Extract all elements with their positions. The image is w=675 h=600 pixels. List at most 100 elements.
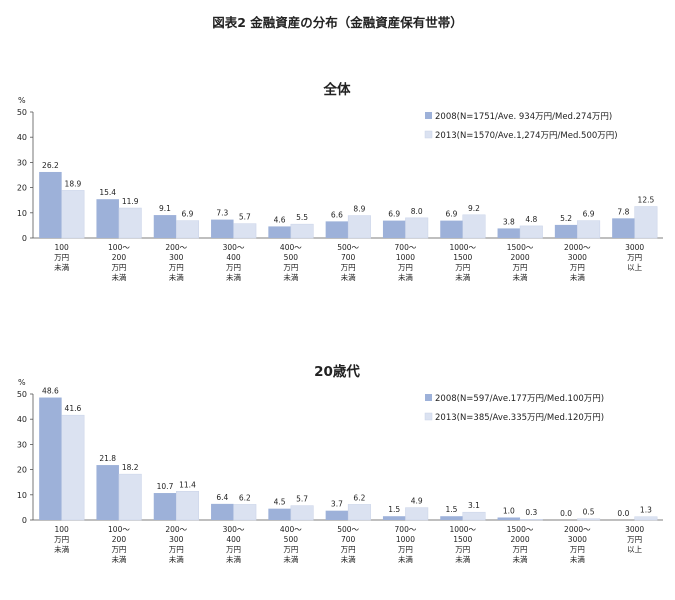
x-tick-label: 未満 [570,272,585,282]
x-tick-label: 未満 [169,554,184,564]
x-tick-label: 万円 [341,545,356,554]
data-label: 8.0 [411,207,423,216]
data-label: 0.0 [617,509,629,518]
bar-2013 [61,190,85,239]
x-tick-label: 3000 [568,535,587,544]
chart-title: 全体 [323,81,351,98]
x-tick-label: 1000 [396,535,415,544]
x-tick-label: 200～ [165,525,187,534]
figure-title: 図表2 金融資産の分布（金融資産保有世帯） [212,15,463,30]
y-tick-label: 40 [17,415,27,424]
bar-2008 [211,503,234,520]
x-tick-label: 万円 [570,545,585,554]
x-tick-label: 3000 [625,525,644,534]
bar-2013 [462,214,486,239]
legend-swatch-2013 [424,130,433,139]
bar-2013 [176,491,199,521]
bar-2013 [233,223,257,239]
x-tick-label: 500 [284,535,299,544]
data-label: 0.3 [525,508,537,517]
x-tick-label: 万円 [341,263,356,272]
data-label: 15.4 [99,188,116,197]
data-label: 18.2 [122,463,139,472]
bar-2008 [382,220,406,238]
bar-2013 [347,215,371,239]
data-label: 6.2 [353,493,365,502]
bar-2013 [61,414,85,521]
legend-label-2008: 2008(N=1751/Ave. 934万円/Med.274万円) [435,112,612,122]
y-tick-label: 10 [17,209,27,218]
bar-2013 [405,217,429,239]
bar-2013 [634,206,658,239]
data-label: 6.9 [388,210,400,219]
x-tick-label: 3000 [625,243,644,252]
bar-2008 [96,465,119,520]
y-tick-label: 50 [17,390,27,399]
data-label: 4.8 [525,215,537,224]
bar-2013 [290,223,314,239]
x-tick-label: 万円 [169,545,184,554]
x-tick-label: 万円 [169,263,184,272]
y-axis-unit: % [18,96,26,105]
x-tick-label: 2000 [511,253,530,262]
x-tick-label: 700 [341,253,356,262]
x-tick-label: 未満 [398,272,413,282]
data-label: 8.9 [353,205,365,214]
x-tick-label: 1500～ [507,525,534,534]
bar-2008 [325,510,349,520]
x-tick-label: 未満 [54,262,69,272]
x-tick-label: 3000 [568,253,587,262]
data-label: 18.9 [65,179,82,188]
data-label: 0.0 [560,509,572,518]
data-label: 21.8 [99,454,116,463]
data-label: 7.3 [216,209,228,218]
bar-2008 [39,397,62,520]
bar-2008 [440,516,463,520]
bar-2013 [405,507,429,521]
bar-2013 [347,504,371,521]
x-tick-label: 未満 [513,554,528,564]
x-tick-label: 200 [112,253,127,262]
chart-overall: 全体%0102030405026.218.9100万円未満15.411.9100… [17,81,663,282]
x-tick-label: 300～ [223,243,245,252]
chart-title: 20歳代 [314,363,360,380]
x-tick-label: 未満 [455,554,470,564]
bar-2013 [634,516,658,521]
x-tick-label: 2000～ [564,243,591,252]
x-tick-label: 100～ [108,525,130,534]
data-label: 9.1 [159,204,171,213]
x-tick-label: 1500 [453,253,472,262]
x-tick-label: 万円 [570,263,585,272]
bar-2008 [96,199,119,238]
bar-2008 [325,221,349,238]
x-tick-label: 500 [284,253,299,262]
legend-label-2008: 2008(N=597/Ave.177万円/Med.100万円) [435,394,604,404]
x-tick-label: 未満 [398,554,413,564]
bar-2013 [519,225,543,239]
x-tick-label: 200～ [165,243,187,252]
x-tick-label: 以上 [627,263,642,272]
y-tick-label: 20 [17,466,27,475]
x-tick-label: 1000～ [449,525,476,534]
x-tick-label: 100 [54,243,69,252]
data-label: 4.5 [274,498,286,507]
x-tick-label: 未満 [283,554,298,564]
x-tick-label: 未満 [513,272,528,282]
x-tick-label: 500～ [337,525,359,534]
data-label: 4.9 [411,497,423,506]
y-tick-label: 10 [17,491,27,500]
bar-2013 [577,518,601,521]
data-label: 6.9 [182,210,194,219]
bar-2008 [153,215,177,238]
data-label: 11.4 [179,480,196,489]
y-tick-label: 50 [17,108,27,117]
bar-2008 [153,493,177,520]
x-tick-label: 700～ [395,243,417,252]
x-tick-label: 万円 [627,535,642,544]
x-tick-label: 万円 [513,545,528,554]
bar-2013 [118,207,142,239]
data-label: 5.7 [296,495,308,504]
bar-2008 [554,224,578,238]
x-tick-label: 200 [112,535,127,544]
